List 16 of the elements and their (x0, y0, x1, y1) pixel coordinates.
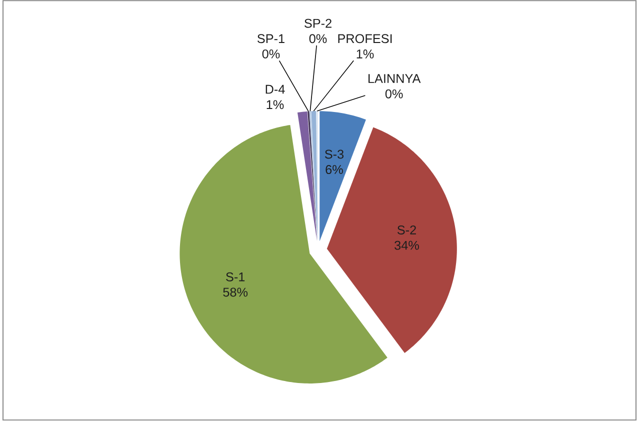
data-label: 58% (223, 288, 248, 297)
data-label: 34% (394, 240, 419, 250)
slice-label: S-2 (397, 225, 416, 234)
data-label: 1% (266, 100, 284, 110)
slice-label: SP-1 (257, 34, 284, 44)
slice-label: S-3 (324, 150, 344, 159)
data-label: 6% (326, 165, 343, 174)
slice-label: SP-2 (304, 18, 332, 28)
slice-label: D-4 (266, 84, 285, 94)
data-label: 0% (309, 34, 327, 44)
slice-label: LAINNYA (368, 74, 421, 83)
data-label: 0% (262, 49, 280, 58)
data-label: 0% (385, 89, 403, 98)
data-label: 1% (356, 50, 374, 58)
slice-label: S-1 (226, 272, 245, 282)
slice-label: PROFESI (338, 34, 392, 44)
